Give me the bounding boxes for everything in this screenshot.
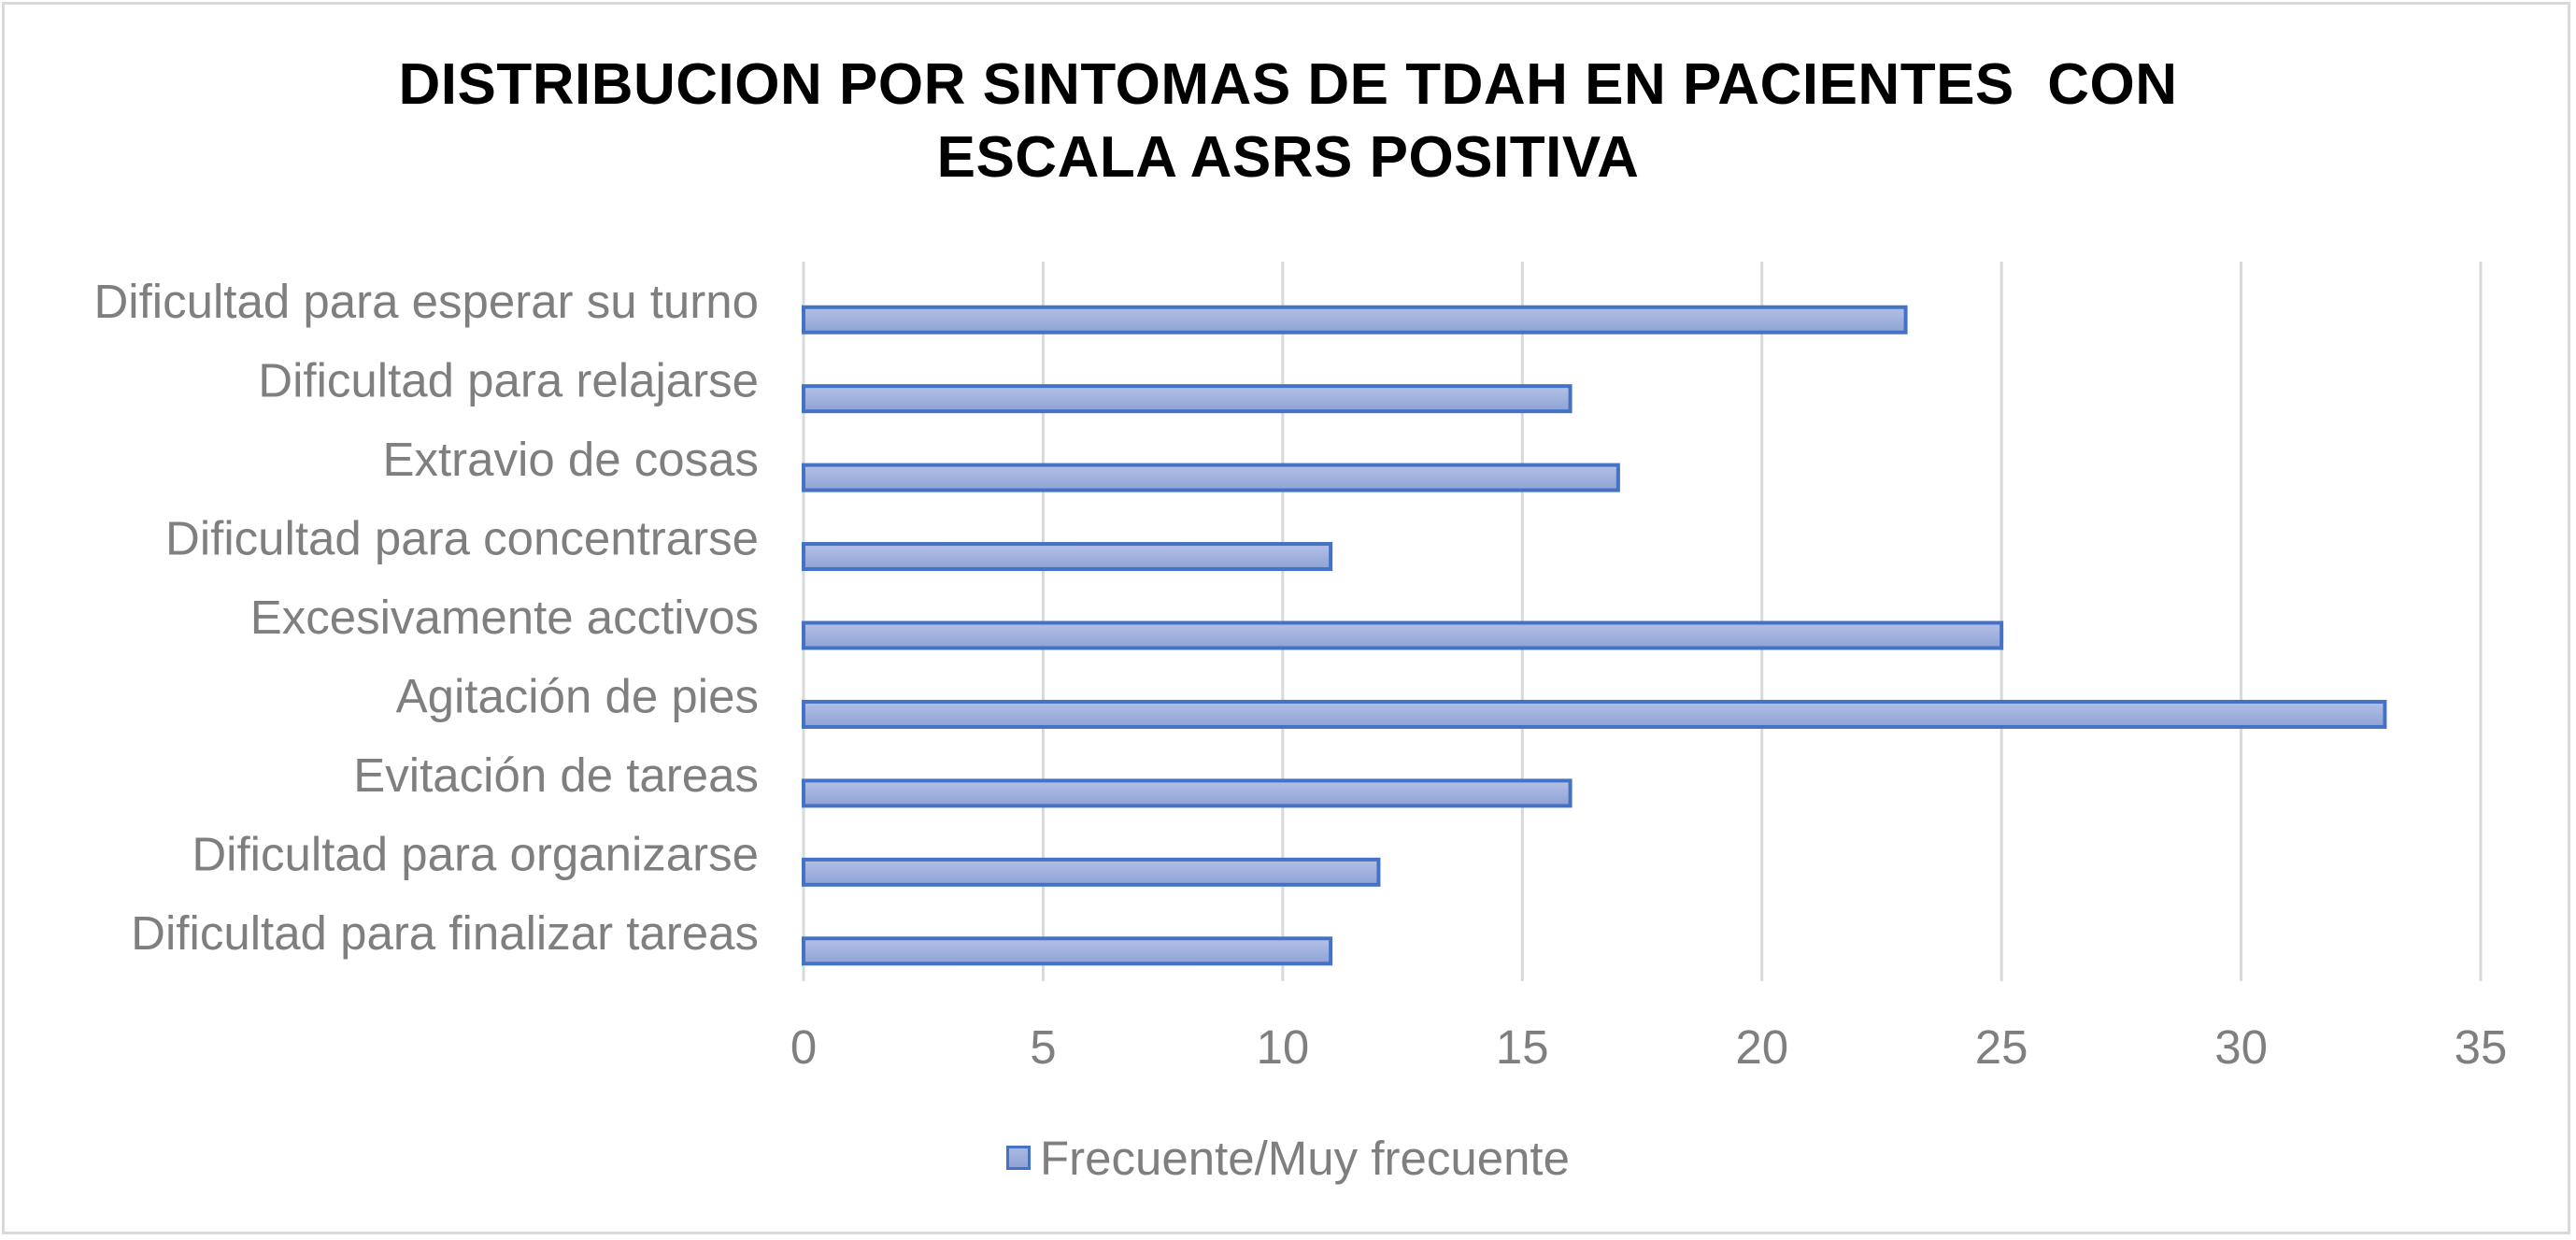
bar (802, 936, 1333, 966)
x-tick-label: 10 (1256, 1020, 1309, 1074)
x-tick-label: 25 (1975, 1020, 2028, 1074)
bar (802, 384, 1573, 414)
category-label: Agitación de pies (396, 669, 759, 722)
legend-label: Frecuente/Muy frecuente (1040, 1131, 1570, 1185)
x-tick-label: 20 (1735, 1020, 1788, 1074)
x-tick-label: 15 (1496, 1020, 1549, 1074)
category-label: Dificultad para relajarse (258, 354, 759, 407)
category-label: Extravio de cosas (382, 433, 759, 486)
legend-swatch (1006, 1146, 1032, 1170)
bar (802, 305, 1908, 335)
x-tick-label: 0 (790, 1020, 817, 1074)
bar (802, 620, 2004, 650)
bar (802, 463, 1620, 492)
x-tick-label: 30 (2214, 1020, 2268, 1074)
category-label: Dificultad para finalizar tareas (131, 906, 759, 960)
category-label: Excesivamente acctivos (250, 591, 759, 644)
category-label: Evitación de tareas (353, 748, 759, 802)
bar (802, 857, 1381, 887)
chart-title: DISTRIBUCION POR SINTOMAS DE TDAH EN PAC… (0, 49, 2576, 194)
chart-title-line-2: ESCALA ASRS POSITIVA (936, 125, 1640, 190)
bar (802, 699, 2387, 729)
bar (802, 542, 1333, 572)
x-tick-label: 5 (1030, 1020, 1056, 1074)
x-tick-label: 35 (2455, 1020, 2508, 1074)
category-label: Dificultad para esperar su turno (93, 275, 759, 328)
category-label: Dificultad para concentrarse (165, 512, 759, 565)
legend-item: Frecuente/Muy frecuente (1006, 1131, 1570, 1186)
chart-title-line-1: DISTRIBUCION POR SINTOMAS DE TDAH EN PAC… (398, 52, 2178, 117)
legend: Frecuente/Muy frecuente (0, 1126, 2576, 1186)
category-label: Dificultad para organizarse (192, 827, 759, 880)
bar (802, 778, 1573, 808)
